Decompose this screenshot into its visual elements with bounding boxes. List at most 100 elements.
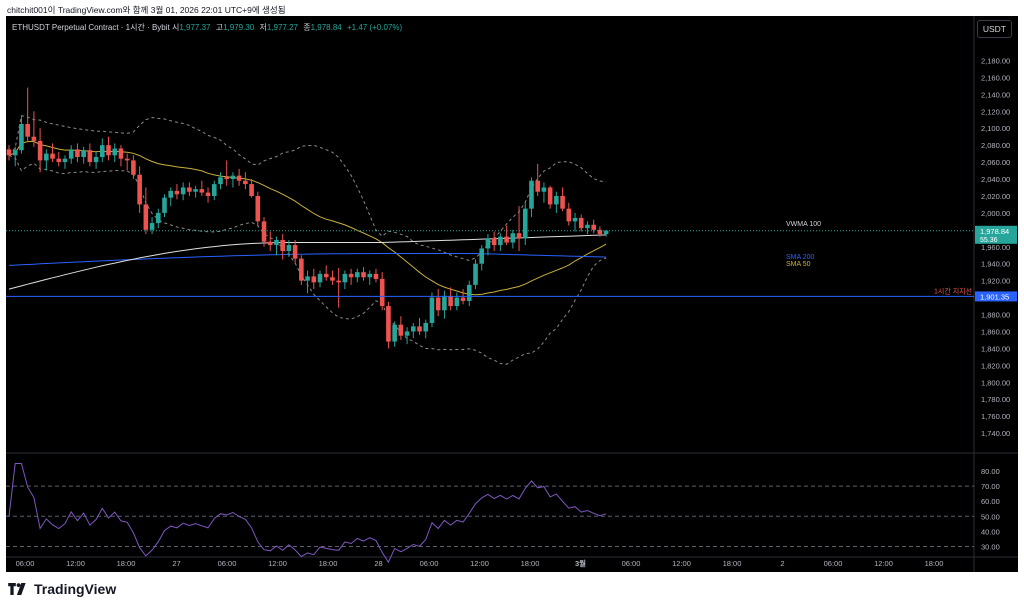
candle-body <box>292 245 298 259</box>
time-tick-label: 28 <box>374 559 382 568</box>
candle-body <box>37 140 43 161</box>
chart-canvas[interactable]: 2,180.00 2,160.00 2,140.00 2,120.00 2,100.00… <box>6 16 1018 572</box>
candle-body <box>504 236 509 243</box>
candle-body <box>454 297 460 307</box>
sma-200-line <box>8 253 607 266</box>
candle-body <box>585 224 590 229</box>
candle-body <box>386 306 391 342</box>
candle-body <box>578 217 584 229</box>
price-tick-label: 1,940.00 <box>981 260 1010 269</box>
candle-body <box>435 297 441 311</box>
time-tick-label: 06:00 <box>420 559 439 568</box>
candle-body <box>311 276 317 283</box>
candle-body <box>597 229 603 235</box>
candle-body <box>50 153 55 159</box>
candle-body <box>44 153 49 161</box>
brand-name: TradingView <box>34 581 117 597</box>
candle-body <box>411 326 416 332</box>
rsi-line <box>8 463 607 564</box>
candle-body <box>529 180 534 209</box>
support-price-tag <box>975 291 1017 302</box>
candle-body <box>572 217 578 222</box>
candle-body <box>330 277 335 281</box>
candle-body <box>180 187 186 195</box>
candle-body <box>106 145 111 156</box>
candle-body <box>466 284 472 301</box>
candle-body <box>305 276 310 281</box>
price-tick-label: 1,840.00 <box>981 344 1010 353</box>
candle-body <box>224 177 229 180</box>
candle-body <box>149 223 155 230</box>
price-tick-label: 2,020.00 <box>981 192 1010 201</box>
rsi-tick-label: 80.00 <box>981 467 1000 476</box>
rsi-tick-label: 60.00 <box>981 497 1000 506</box>
time-tick-label: 12:00 <box>268 559 287 568</box>
candle-body <box>87 150 93 163</box>
candle-body <box>373 273 379 279</box>
candle-body <box>317 273 323 283</box>
candle-body <box>404 331 410 336</box>
candle-body <box>267 241 273 246</box>
candle-body <box>448 295 453 307</box>
candle-body <box>255 195 261 222</box>
candle-body <box>286 245 292 251</box>
candle-body <box>541 187 547 192</box>
tradingview-brand: TradingView <box>8 581 116 597</box>
candle-body <box>218 177 223 185</box>
price-tick-label: 1,820.00 <box>981 361 1010 370</box>
candle-body <box>367 273 373 278</box>
low-value: 1,977.27 <box>266 23 298 32</box>
currency-button[interactable]: USDT <box>976 20 1012 38</box>
price-tick-label: 1,960.00 <box>981 243 1010 252</box>
price-tick-label: 1,920.00 <box>981 277 1010 286</box>
candle-body <box>498 236 503 246</box>
time-tick-label: 18:00 <box>117 559 136 568</box>
time-tick-label: 18:00 <box>723 559 742 568</box>
sma-50-label: SMA 50 <box>786 261 811 268</box>
price-tick-label: 1,860.00 <box>981 327 1010 336</box>
bollinger-lower-line <box>8 154 607 365</box>
tradingview-logo-icon <box>8 583 26 595</box>
candle-body <box>155 212 161 224</box>
candle-body <box>299 258 304 281</box>
time-tick-label: 12:00 <box>66 559 85 568</box>
price-tick-label: 2,120.00 <box>981 107 1010 116</box>
candle-body <box>100 145 105 158</box>
candle-body <box>485 238 491 249</box>
time-tick-label: 18:00 <box>319 559 338 568</box>
candle-body <box>168 190 174 198</box>
candle-body <box>355 272 360 278</box>
candle-body <box>560 195 565 209</box>
price-tick-label: 2,140.00 <box>981 90 1010 99</box>
current-price-label: 1,978.84 <box>980 227 1009 236</box>
symbol-title[interactable]: ETHUSDT Perpetual Contract · 1시간 · Bybit <box>12 23 170 32</box>
candle-body <box>591 224 596 230</box>
candle-body <box>118 148 124 159</box>
sma-200-label: SMA 200 <box>786 254 815 261</box>
price-tick-label: 1,740.00 <box>981 429 1010 438</box>
candle-body <box>348 273 354 278</box>
candle-body <box>131 160 136 175</box>
candle-body <box>479 248 485 264</box>
chart-frame[interactable]: 2,180.00 2,160.00 2,140.00 2,120.00 2,100.00… <box>6 16 1018 572</box>
candle-body <box>19 123 24 151</box>
price-tick-label: 2,100.00 <box>981 124 1010 133</box>
candle-body <box>274 239 279 246</box>
price-tick-label: 2,180.00 <box>981 56 1010 65</box>
open-value: 1,977.37 <box>179 23 211 32</box>
candle-body <box>112 148 118 156</box>
chart-caption: chitchit001이 TradingView.com와 함께 3월 01, … <box>7 5 286 15</box>
time-tick-label: 18:00 <box>521 559 540 568</box>
candle-body <box>193 189 198 192</box>
candle-body <box>230 175 236 180</box>
candle-body <box>199 189 205 193</box>
time-tick-label: 06:00 <box>824 559 843 568</box>
price-tick-label: 2,040.00 <box>981 175 1010 184</box>
candle-body <box>75 149 80 158</box>
candle-body <box>187 187 192 192</box>
vwma-100-label: VWMA 100 <box>786 221 821 228</box>
candle-body <box>429 297 435 323</box>
time-tick-label: 2 <box>780 559 784 568</box>
candle-body <box>342 273 348 283</box>
candle-body <box>261 221 267 242</box>
